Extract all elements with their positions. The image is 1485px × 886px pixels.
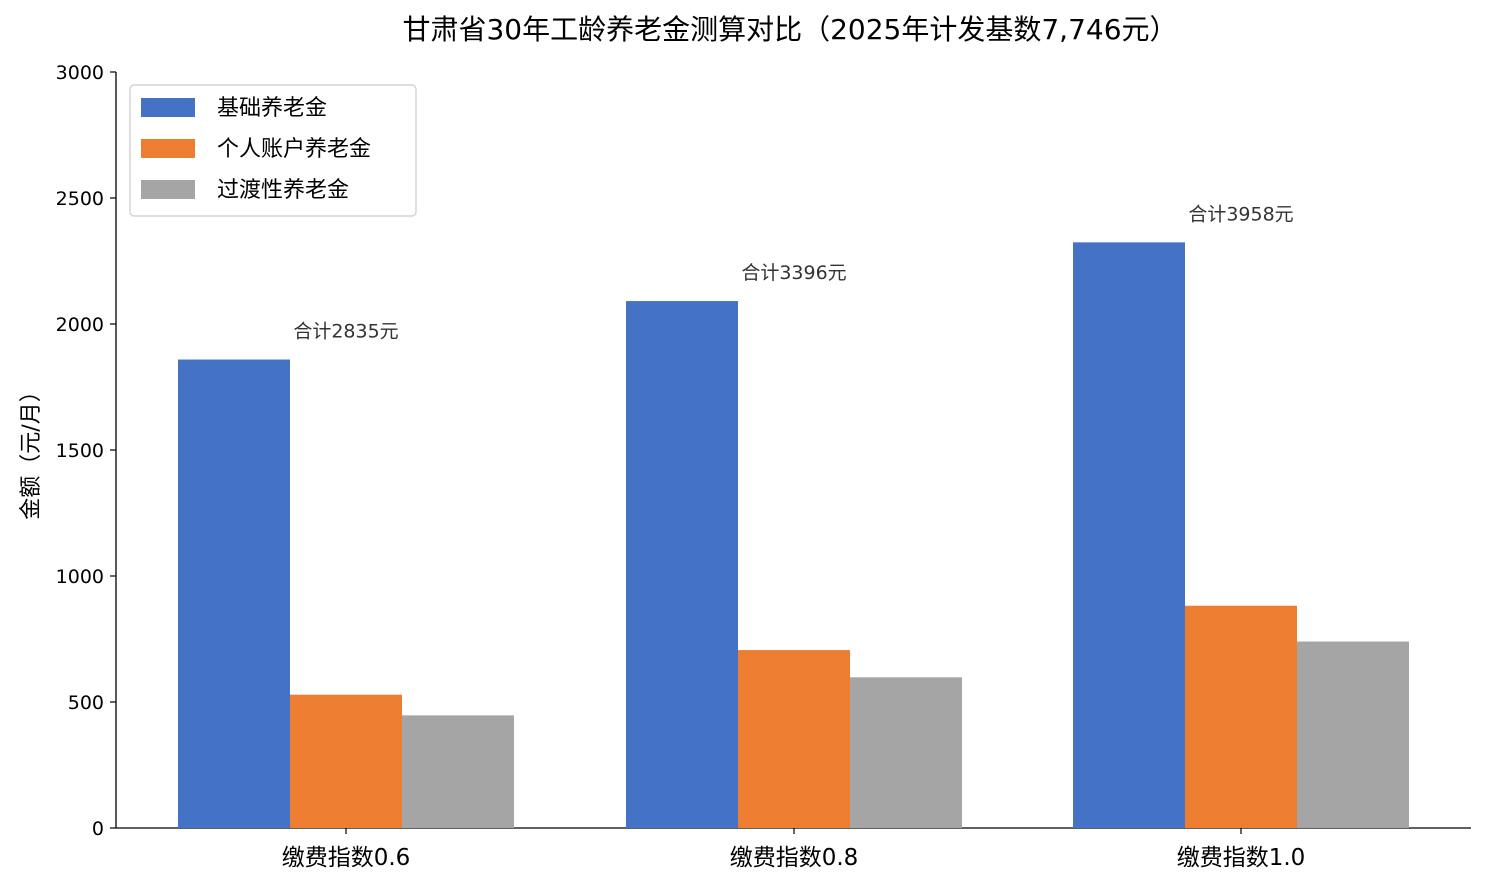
legend-label: 基础养老金 <box>217 96 327 121</box>
bar <box>626 301 738 828</box>
bar <box>1073 242 1185 829</box>
x-tick-label: 缴费指数0.8 <box>730 845 859 871</box>
bar <box>1185 605 1297 828</box>
total-label: 合计2835元 <box>293 321 398 343</box>
y-tick-label: 2000 <box>56 314 104 336</box>
y-tick-label: 500 <box>68 692 104 714</box>
legend-box <box>129 84 417 217</box>
plot-area: 0 500 1000 1500 2000 2500 3000 缴费指数0.6 合计2835元缴费… <box>56 62 1471 871</box>
bar <box>738 650 850 828</box>
y-tick-label: 1000 <box>56 566 104 588</box>
legend-swatch <box>141 98 195 117</box>
x-tick-label: 缴费指数0.6 <box>282 845 411 871</box>
y-tick-label: 0 <box>92 818 104 840</box>
y-axis-label: 金额（元/月） <box>19 380 44 519</box>
legend-label: 个人账户养老金 <box>217 137 371 162</box>
legend-swatch <box>141 139 195 158</box>
y-tick-label: 2500 <box>56 188 104 210</box>
legend-label: 过渡性养老金 <box>217 178 349 203</box>
bar <box>402 715 514 828</box>
x-tick-label: 缴费指数1.0 <box>1177 845 1306 871</box>
total-label: 合计3396元 <box>741 262 846 284</box>
bar <box>178 359 290 828</box>
legend-swatch <box>141 180 195 199</box>
bar <box>290 694 402 828</box>
total-label: 合计3958元 <box>1188 203 1293 225</box>
y-tick-label: 1500 <box>56 440 104 462</box>
chart-title: 甘肃省30年工龄养老金测算对比（2025年计发基数7,746元） <box>402 13 1177 46</box>
y-tick-label: 3000 <box>56 62 104 84</box>
bar <box>1297 641 1409 828</box>
bar <box>850 677 962 828</box>
